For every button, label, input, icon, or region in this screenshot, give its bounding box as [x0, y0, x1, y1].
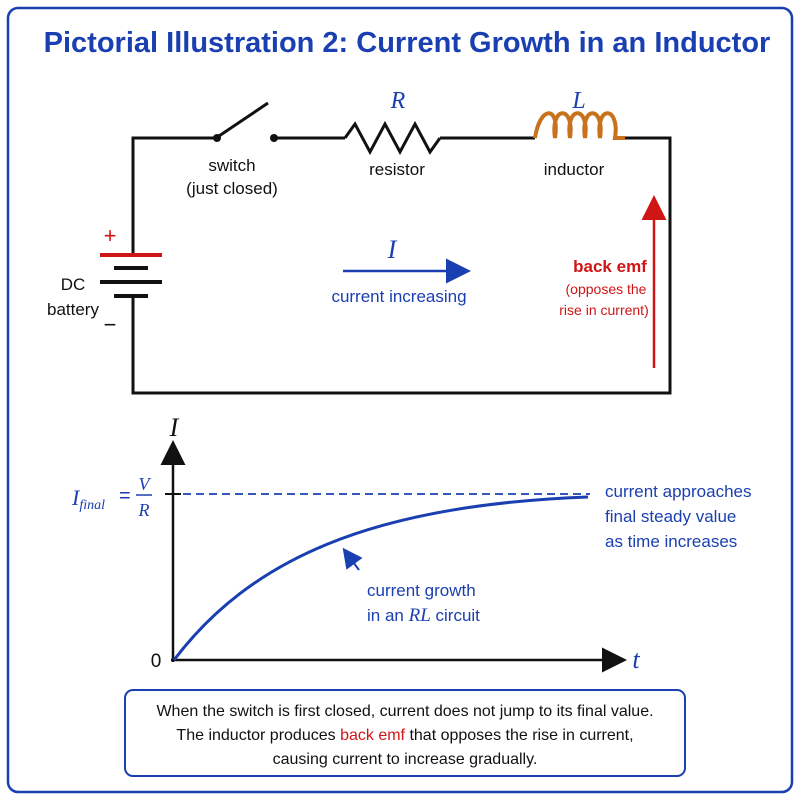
- growth-pointer: [342, 547, 363, 571]
- final-denominator: R: [138, 500, 150, 520]
- inductor-symbol: L: [571, 88, 585, 114]
- battery-minus: −: [104, 312, 117, 337]
- switch-lever: [218, 101, 269, 138]
- caption-text: The inductor produces: [176, 727, 340, 744]
- title: Pictorial Illustration 2: Current Growth…: [44, 27, 771, 59]
- resistor: [343, 120, 442, 156]
- growth-note-text: circuit: [431, 606, 480, 625]
- caption-line: causing current to increase gradually.: [273, 751, 538, 768]
- growth-note: current growth: [367, 581, 476, 600]
- current-symbol: I: [387, 235, 398, 264]
- final-equals: =: [119, 485, 131, 507]
- switch-contact: [270, 134, 278, 142]
- growth-note-rl: RL: [408, 605, 431, 626]
- final-subscript: final: [79, 498, 105, 513]
- caption-line: When the switch is first closed, current…: [156, 703, 653, 720]
- resistor-label: resistor: [369, 160, 425, 179]
- x-axis-label: t: [632, 645, 640, 674]
- approach-note: current approaches: [605, 482, 751, 501]
- approach-note: as time increases: [605, 532, 737, 551]
- frame: [6, 6, 794, 794]
- caption-line: The inductor produces back emf that oppo…: [176, 727, 633, 744]
- resistor-symbol: R: [390, 88, 406, 114]
- wire: [131, 136, 672, 395]
- final-numerator: V: [139, 474, 152, 494]
- caption-box: [124, 689, 686, 777]
- origin-label: 0: [151, 651, 162, 672]
- approach-note: final steady value: [605, 507, 736, 526]
- back-emf-label: back emf: [573, 257, 647, 276]
- switch-state: (just closed): [186, 179, 278, 198]
- caption-text: that opposes the rise in current,: [405, 727, 634, 744]
- switch-label: switch: [208, 156, 255, 175]
- final-symbol: I: [71, 485, 81, 510]
- growth-note: in an RL circuit: [367, 605, 480, 626]
- inductor-label: inductor: [544, 160, 605, 179]
- y-axis-label: I: [169, 413, 180, 442]
- back-emf-note: (opposes the: [566, 281, 647, 297]
- current-label: current increasing: [331, 287, 466, 306]
- inductor-coil: [533, 111, 625, 140]
- battery-plus: +: [104, 223, 117, 248]
- caption-back-emf: back emf: [340, 727, 405, 744]
- battery-label: battery: [47, 300, 99, 319]
- final-label: Ifinal: [71, 485, 105, 513]
- growth-curve: [172, 495, 589, 661]
- back-emf-note: rise in current): [559, 302, 648, 318]
- battery-label: DC: [61, 275, 86, 294]
- growth-note-text: in an: [367, 606, 409, 625]
